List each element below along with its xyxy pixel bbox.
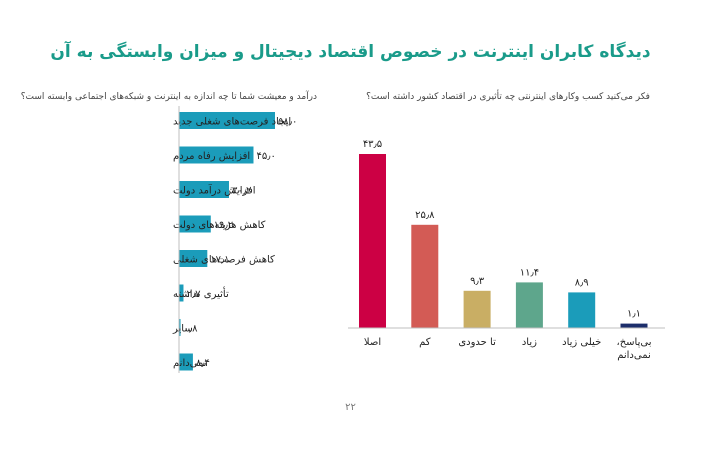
page-title: دیدگاه کابران اینترنت در خصوص اقتصاد دیج… [50, 42, 651, 62]
impact-bar [179, 250, 208, 267]
impact-value-label: ۱۷٫۱ [210, 255, 229, 266]
dependency-bar [568, 292, 596, 328]
dependency-value-label: ۲۵٫۸ [415, 210, 435, 221]
dependency-chart-question: درآمد و معیشت شما تا چه اندازه به اینترن… [20, 92, 317, 102]
impact-category-label: سایر [172, 324, 193, 335]
dependency-category-label: زیاد [522, 337, 537, 348]
impact-category-label: افزایش درآمد دولت [173, 184, 256, 197]
impact-value-label: ۱۹٫۲ [214, 220, 233, 231]
impact-bar [179, 353, 193, 371]
impact-chart-question: فکر می‌کنید کسب وکارهای اینترنتی چه تأثی… [366, 92, 650, 102]
impact-value-label: ۲٫۷ [186, 289, 201, 300]
impact-bar [179, 215, 211, 233]
impact-value-label: ۳۰٫۲ [232, 186, 251, 197]
dependency-value-label: ۱٫۱ [627, 309, 641, 320]
dependency-bar [411, 224, 439, 328]
dependency-column-chart: ۴۳٫۵ اصلا ۲۵٫۸ کم ۹٫۳ تا حدودی ۱۱٫۴ زیاد ۸٫۹ خیلی… [348, 139, 665, 361]
dependency-category-label: تا حدودی [458, 337, 496, 348]
dependency-category-label: خیلی زیاد [562, 337, 601, 348]
impact-bar [179, 146, 254, 164]
impact-value-label: ۸٫۴ [196, 358, 210, 369]
impact-value-label: ۴۵٫۰ [256, 151, 275, 162]
impact-bar [179, 112, 275, 129]
dependency-bar [620, 323, 648, 328]
impact-category-label: تأثیری نداشته [173, 286, 229, 300]
impact-category-label: کاهش هزینه‌های دولت [173, 220, 266, 231]
impact-value-label: ۰٫۸ [184, 324, 199, 335]
dependency-category-label: نمی‌دانم [617, 350, 651, 361]
impact-category-label: کاهش فرصت‌های شغلی [173, 255, 275, 266]
dependency-bar [359, 154, 386, 328]
dependency-bar [515, 282, 543, 328]
dependency-category-label: کم [419, 337, 431, 348]
dependency-category-label: بی‌پاسخ، [616, 337, 651, 348]
dependency-value-label: ۹٫۳ [470, 276, 485, 287]
dependency-category-label: اصلا [364, 337, 381, 348]
impact-category-label: افزایش رفاه مردم [173, 151, 250, 162]
impact-category-label: نمی‌دانم [173, 358, 207, 369]
dependency-value-label: ۴۳٫۵ [363, 139, 382, 150]
dependency-bar [463, 290, 491, 328]
impact-category-label: ایجاد فرصت‌های شغلی جدید [173, 117, 291, 128]
impact-bar [179, 181, 229, 198]
page-number: ۲۲ [345, 402, 356, 413]
dependency-value-label: ۱۱٫۴ [520, 267, 539, 278]
impact-bar [179, 284, 184, 302]
dependency-value-label: ۸٫۹ [575, 277, 589, 288]
impact-value-label: ۵۸٫۰ [278, 117, 297, 128]
impact-bar [179, 319, 181, 336]
